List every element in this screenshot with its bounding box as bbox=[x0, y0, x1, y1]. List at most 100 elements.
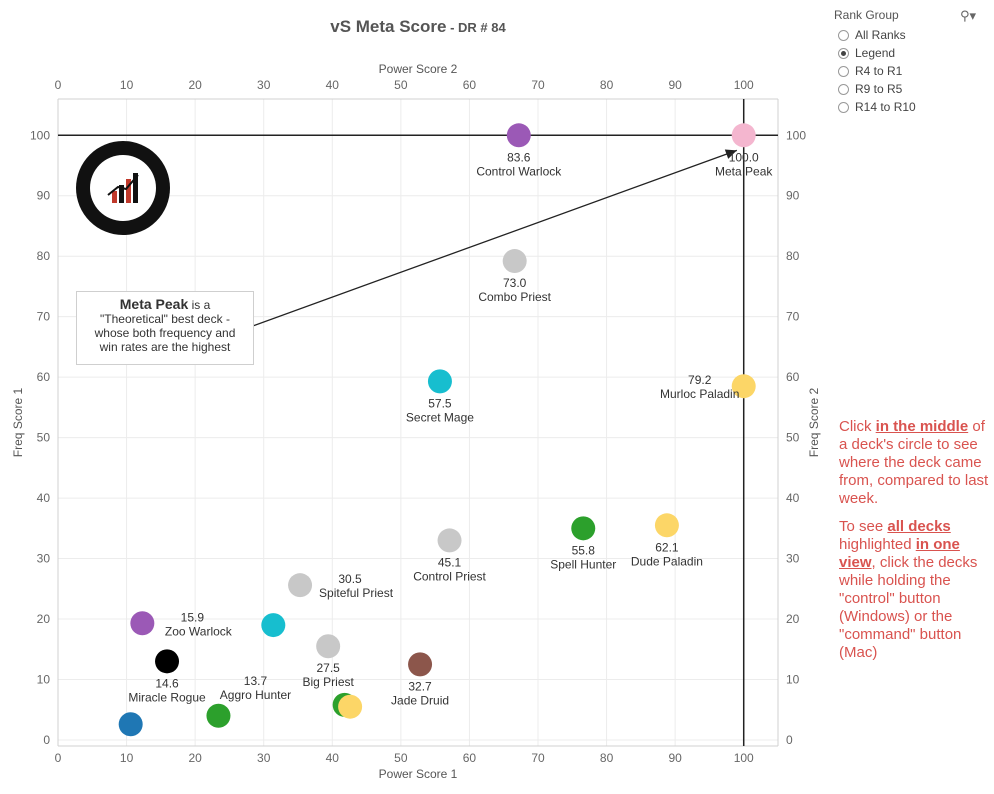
instruction-1-pre: Click bbox=[839, 418, 876, 435]
rank-option-r14-to-r10[interactable]: R14 to R10 bbox=[834, 98, 986, 116]
y-tick-right: 60 bbox=[786, 370, 800, 384]
y-tick-left: 40 bbox=[37, 491, 51, 505]
x-tick-top: 50 bbox=[394, 78, 408, 92]
rank-option-legend[interactable]: Legend bbox=[834, 44, 986, 62]
point-score-label: 32.7 bbox=[408, 679, 432, 693]
chart-title-main: vS Meta Score bbox=[330, 17, 446, 36]
y-axis-title-right: Freq Score 2 bbox=[807, 387, 821, 457]
x-tick-top: 30 bbox=[257, 78, 271, 92]
rank-option-r9-to-r5[interactable]: R9 to R5 bbox=[834, 80, 986, 98]
annotation-line-3: whose both frequency and bbox=[94, 326, 236, 340]
annotation-bold: Meta Peak bbox=[119, 296, 189, 312]
data-reaper-report-logo bbox=[76, 141, 170, 235]
rank-option-r4-to-r1[interactable]: R4 to R1 bbox=[834, 62, 986, 80]
radio-icon[interactable] bbox=[838, 29, 849, 41]
point-score-label: 30.5 bbox=[338, 572, 362, 586]
axes: 0010102020303040405050606070708080909010… bbox=[11, 62, 821, 781]
rank-group-title: Rank Group bbox=[834, 8, 899, 22]
annotation-line-4: win rates are the highest bbox=[99, 340, 231, 354]
point-big-priest[interactable] bbox=[316, 634, 341, 659]
point-score-label: 57.5 bbox=[428, 396, 452, 410]
y-tick-right: 0 bbox=[786, 733, 793, 747]
x-tick-top: 70 bbox=[531, 78, 545, 92]
point-name-label: Miracle Rogue bbox=[128, 690, 206, 704]
y-tick-right: 40 bbox=[786, 491, 800, 505]
x-tick-bottom: 50 bbox=[394, 751, 408, 765]
reference-lines bbox=[58, 99, 778, 746]
point-murloc-paladin[interactable] bbox=[731, 374, 756, 399]
instruction-1-post: of a deck's circle to see where the deck… bbox=[839, 418, 989, 507]
point-aggro-hunter[interactable] bbox=[206, 703, 231, 728]
y-tick-left: 50 bbox=[37, 431, 51, 445]
instruction-1: Click in the middle of a deck's circle t… bbox=[839, 418, 989, 508]
x-tick-bottom: 40 bbox=[326, 751, 340, 765]
rank-option-label: R9 to R5 bbox=[855, 82, 903, 96]
point-name-label: Control Warlock bbox=[476, 164, 562, 178]
instructions: Click in the middle of a deck's circle t… bbox=[839, 418, 989, 672]
point-paladin[interactable] bbox=[338, 694, 363, 719]
point-score-label: 55.8 bbox=[572, 543, 596, 557]
logo-center bbox=[90, 155, 156, 221]
y-tick-left: 0 bbox=[43, 733, 50, 747]
point-secret-mage[interactable] bbox=[427, 369, 452, 394]
y-tick-left: 60 bbox=[37, 370, 51, 384]
annotation-line-2: "Theoretical" best deck - bbox=[100, 312, 230, 326]
instruction-2-bold-1: all decks bbox=[887, 518, 951, 535]
y-tick-right: 50 bbox=[786, 431, 800, 445]
point-meta-peak[interactable] bbox=[731, 123, 756, 148]
y-tick-left: 70 bbox=[37, 310, 51, 324]
point-name-label: Dude Paladin bbox=[631, 554, 703, 568]
radio-icon[interactable] bbox=[838, 83, 849, 95]
bar-chart-icon bbox=[107, 173, 139, 203]
x-tick-bottom: 90 bbox=[668, 751, 682, 765]
point-name-label: Spiteful Priest bbox=[319, 586, 394, 600]
x-tick-bottom: 10 bbox=[120, 751, 134, 765]
x-tick-top: 40 bbox=[326, 78, 340, 92]
point-control-warlock[interactable] bbox=[506, 123, 531, 148]
rank-option-label: Legend bbox=[855, 46, 896, 60]
point-jade-druid[interactable] bbox=[408, 652, 433, 677]
rank-group-options: All Ranks Legend R4 to R1 R9 to R5 R14 to R1… bbox=[834, 26, 986, 116]
y-tick-right: 90 bbox=[786, 189, 800, 203]
x-tick-bottom: 60 bbox=[463, 751, 477, 765]
y-tick-left: 100 bbox=[30, 128, 50, 142]
point-spell-hunter[interactable] bbox=[571, 516, 596, 541]
y-tick-right: 30 bbox=[786, 552, 800, 566]
point-dude-paladin[interactable] bbox=[654, 513, 679, 538]
radio-icon[interactable] bbox=[838, 47, 849, 59]
annotation-line-1-rest: is a bbox=[188, 298, 211, 312]
point-name-label: Meta Peak bbox=[715, 164, 773, 178]
point-name-label: Big Priest bbox=[302, 675, 354, 689]
point-zoo-warlock[interactable] bbox=[130, 611, 155, 636]
x-axis-title-top: Power Score 2 bbox=[379, 62, 458, 76]
radio-icon[interactable] bbox=[838, 65, 849, 77]
search-icon[interactable]: ⚲▾ bbox=[959, 8, 976, 23]
x-tick-top: 20 bbox=[188, 78, 202, 92]
point-hunter[interactable] bbox=[261, 613, 286, 638]
x-tick-bottom: 80 bbox=[600, 751, 614, 765]
point-score-label: 100.0 bbox=[729, 150, 759, 164]
meta-peak-arrow bbox=[253, 149, 738, 327]
rank-option-all-ranks[interactable]: All Ranks bbox=[834, 26, 986, 44]
instruction-2-mid: highlighted bbox=[839, 536, 916, 553]
data-points[interactable] bbox=[118, 123, 756, 737]
point-spiteful-priest[interactable] bbox=[288, 573, 313, 598]
point-score-label: 13.7 bbox=[244, 674, 268, 688]
y-tick-right: 100 bbox=[786, 128, 806, 142]
point-score-label: 62.1 bbox=[655, 540, 679, 554]
point-miracle-rogue[interactable] bbox=[155, 649, 180, 674]
rank-option-label: R4 to R1 bbox=[855, 64, 903, 78]
y-tick-left: 30 bbox=[37, 552, 51, 566]
x-tick-bottom: 100 bbox=[734, 751, 754, 765]
point-rogue[interactable] bbox=[118, 712, 143, 737]
x-axis-title-bottom: Power Score 1 bbox=[379, 767, 458, 781]
point-control-priest[interactable] bbox=[437, 528, 462, 553]
radio-icon[interactable] bbox=[838, 101, 849, 113]
point-combo-priest[interactable] bbox=[502, 249, 527, 274]
point-name-label: Murloc Paladin bbox=[660, 387, 739, 401]
rank-option-label: All Ranks bbox=[855, 28, 906, 42]
point-score-label: 73.0 bbox=[503, 276, 527, 290]
x-tick-bottom: 30 bbox=[257, 751, 271, 765]
y-tick-left: 90 bbox=[37, 189, 51, 203]
